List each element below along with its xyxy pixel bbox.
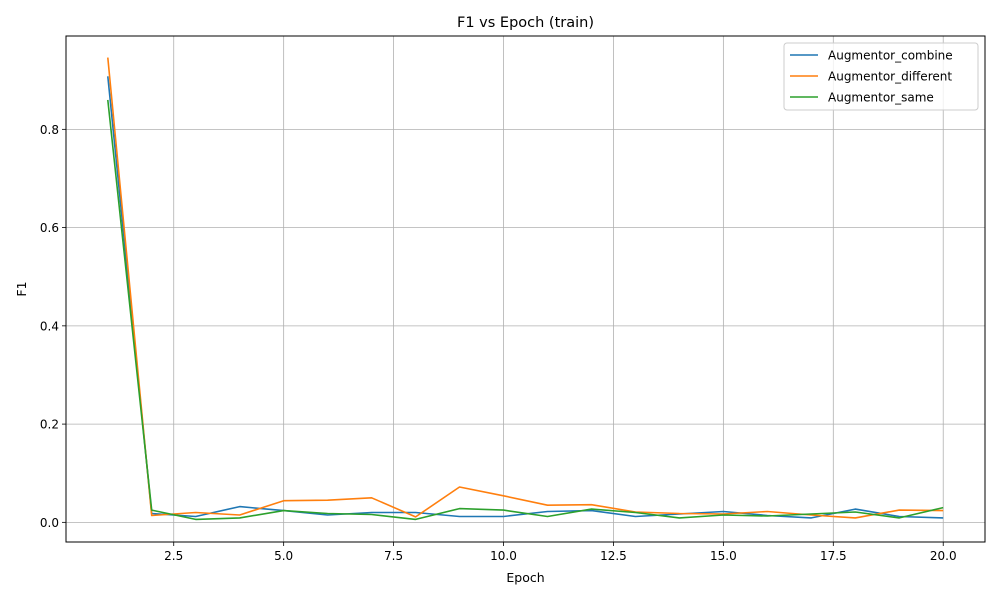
y-axis-label: F1: [14, 281, 29, 296]
y-tick-label: 0.0: [40, 516, 59, 530]
y-tick-label: 0.6: [40, 221, 59, 235]
grid: [66, 36, 985, 542]
y-axis-ticks: 0.0 0.2 0.4 0.6 0.8: [40, 123, 66, 530]
x-tick-label: 17.5: [820, 549, 847, 563]
y-tick-label: 0.8: [40, 123, 59, 137]
x-tick-label: 15.0: [710, 549, 737, 563]
x-axis-ticks: 2.5 5.0 7.5 10.0 12.5 15.0 17.5 20.0: [164, 542, 957, 563]
chart-title: F1 vs Epoch (train): [457, 15, 594, 31]
y-tick-label: 0.4: [40, 319, 59, 333]
x-tick-label: 20.0: [930, 549, 957, 563]
legend-label: Augmentor_different: [828, 70, 952, 84]
legend: Augmentor_combine Augmentor_different Augm…: [783, 42, 979, 111]
x-axis-label: Epoch: [506, 570, 544, 585]
plot-area-frame: [65, 35, 986, 543]
x-tick-label: 12.5: [600, 549, 627, 563]
x-tick-label: 5.0: [274, 549, 293, 563]
legend-label: Augmentor_same: [828, 91, 934, 105]
y-tick-label: 0.2: [40, 418, 59, 432]
series-line-augmentor-same: [107, 99, 944, 521]
x-tick-label: 7.5: [384, 549, 403, 563]
legend-box: [783, 42, 979, 111]
x-tick-label: 10.0: [490, 549, 517, 563]
legend-label: Augmentor_combine: [828, 49, 953, 63]
x-tick-label: 2.5: [164, 549, 183, 563]
series-lines: [107, 57, 944, 521]
